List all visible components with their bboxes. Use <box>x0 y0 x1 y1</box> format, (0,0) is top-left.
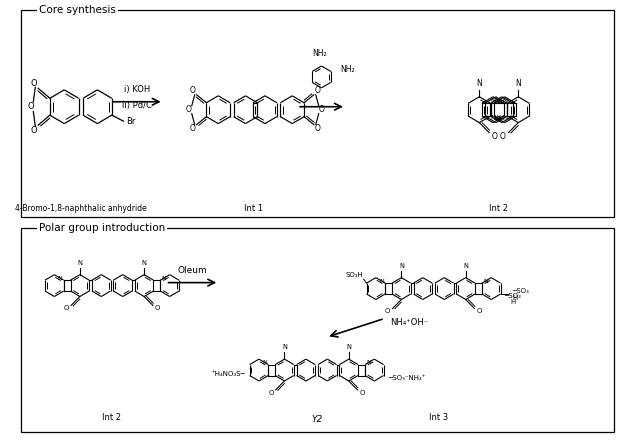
Text: N: N <box>142 260 147 266</box>
Text: NH₄⁺OH⁻: NH₄⁺OH⁻ <box>390 318 428 327</box>
Text: O: O <box>492 132 498 141</box>
Text: ─SO₃: ─SO₃ <box>504 293 521 299</box>
Text: O: O <box>186 105 192 114</box>
Text: NH₂: NH₂ <box>312 49 327 58</box>
Text: N: N <box>58 276 63 280</box>
Text: O: O <box>315 86 321 95</box>
Text: O: O <box>268 390 274 396</box>
Text: N: N <box>346 344 351 350</box>
Text: N: N <box>502 115 508 121</box>
Text: N: N <box>483 279 488 284</box>
Text: N: N <box>476 79 482 88</box>
Text: O: O <box>315 124 321 133</box>
Text: ii) Pd/C: ii) Pd/C <box>122 101 152 110</box>
Text: O: O <box>155 306 160 311</box>
Text: N: N <box>516 79 521 88</box>
Text: ─SO₃⁻NH₄⁺: ─SO₃⁻NH₄⁺ <box>388 374 425 381</box>
Text: N: N <box>399 263 404 269</box>
Bar <box>21 228 614 432</box>
Text: O: O <box>476 308 482 314</box>
Text: O: O <box>385 308 391 314</box>
Text: Br: Br <box>126 116 136 126</box>
Bar <box>21 10 614 217</box>
Text: O: O <box>63 306 69 311</box>
Text: N: N <box>490 98 496 104</box>
Text: O: O <box>30 126 37 135</box>
Text: Int 2: Int 2 <box>490 204 508 213</box>
Text: N: N <box>77 260 82 266</box>
Text: O: O <box>27 102 34 111</box>
Text: O: O <box>30 79 37 88</box>
Text: SO₃H: SO₃H <box>346 272 364 278</box>
Text: O: O <box>190 124 196 133</box>
Text: N: N <box>379 279 384 284</box>
Text: N: N <box>502 98 508 104</box>
Text: NH₂: NH₂ <box>340 65 355 74</box>
Text: 4-Bromo-1,8-naphthalic anhydride: 4-Bromo-1,8-naphthalic anhydride <box>15 204 147 213</box>
Text: O: O <box>499 132 506 141</box>
Text: Oleum: Oleum <box>177 265 207 275</box>
Text: Polar group introduction: Polar group introduction <box>39 223 165 233</box>
Text: i) KOH: i) KOH <box>124 85 150 94</box>
Text: Int 3: Int 3 <box>429 413 448 422</box>
Text: O: O <box>360 390 365 396</box>
Text: O: O <box>318 105 325 114</box>
Text: ─SO₃
H: ─SO₃ H <box>512 288 529 300</box>
Text: ⁺H₄NO₃S─: ⁺H₄NO₃S─ <box>211 370 245 377</box>
Text: H: H <box>511 299 516 305</box>
Text: O: O <box>190 86 196 95</box>
Text: N: N <box>463 263 468 269</box>
Text: N: N <box>490 115 496 121</box>
Text: Y2: Y2 <box>311 415 322 424</box>
Text: Int 2: Int 2 <box>103 413 121 422</box>
Text: N: N <box>262 360 267 365</box>
Text: N: N <box>282 344 287 350</box>
Text: Core synthesis: Core synthesis <box>39 5 116 15</box>
Text: N: N <box>366 360 371 365</box>
Text: Int 1: Int 1 <box>244 204 262 213</box>
Text: N: N <box>161 276 166 280</box>
